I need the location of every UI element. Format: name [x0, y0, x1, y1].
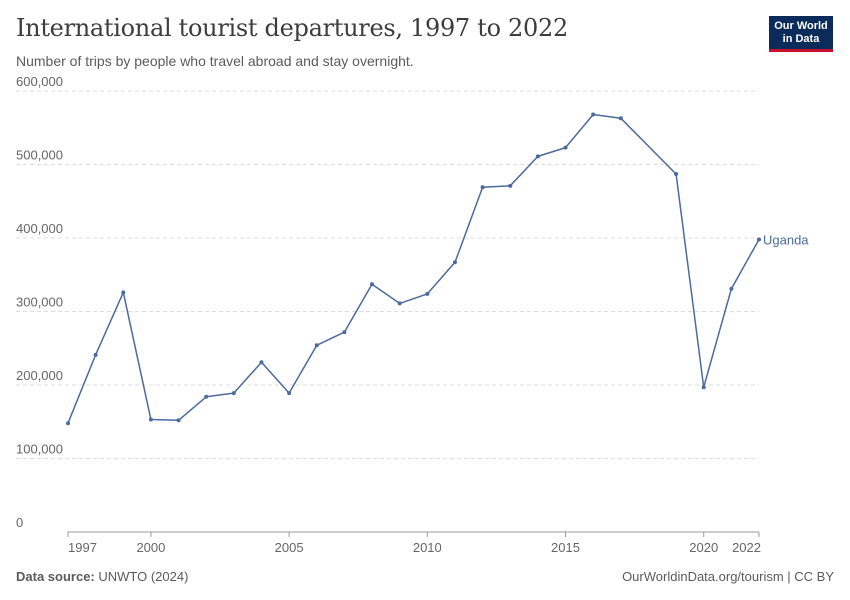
data-point[interactable]: [701, 385, 706, 390]
series-line-uganda[interactable]: [67, 113, 760, 424]
chart-subtitle: Number of trips by people who travel abr…: [16, 53, 414, 69]
logo-line-2: in Data: [782, 32, 820, 45]
grid-lines: [16, 90, 759, 459]
x-axis-labels: 1997 2000 2005 2010 2015 2020 2022: [67, 532, 761, 555]
logo-line-1: Our World: [774, 19, 828, 32]
data-point[interactable]: [535, 154, 540, 159]
data-source-value[interactable]: UNWTO (2024): [98, 569, 189, 584]
data-point[interactable]: [563, 145, 568, 150]
y-tick-label: 400,000: [16, 221, 63, 236]
x-tick-label: 2000: [136, 540, 165, 555]
series-layer: Uganda: [66, 112, 809, 426]
y-axis-labels: 0 100,000 200,000 300,000 400,000 500,000 600,…: [16, 74, 63, 530]
x-tick-label: 2015: [551, 540, 580, 555]
data-point[interactable]: [287, 391, 292, 396]
data-source: Data source: UNWTO (2024): [16, 569, 188, 584]
data-point[interactable]: [231, 391, 236, 396]
data-point[interactable]: [342, 330, 347, 335]
data-point[interactable]: [176, 418, 181, 423]
credit-link[interactable]: OurWorldinData.org/tourism | CC BY: [622, 569, 834, 584]
data-point[interactable]: [93, 352, 98, 357]
x-tick-label: 2020: [689, 540, 718, 555]
data-source-label: Data source:: [16, 569, 95, 584]
y-tick-label: 0: [16, 515, 23, 530]
data-point[interactable]: [674, 172, 679, 177]
x-tick-label: 1997: [68, 540, 97, 555]
data-point[interactable]: [618, 116, 623, 121]
line-chart: 0 100,000 200,000 300,000 400,000 500,000 600,…: [16, 74, 809, 555]
chart-title: International tourist departures, 1997 t…: [16, 14, 568, 42]
data-point[interactable]: [204, 394, 209, 399]
data-point[interactable]: [591, 112, 596, 117]
data-point[interactable]: [66, 421, 70, 426]
data-point[interactable]: [508, 183, 513, 188]
data-point[interactable]: [314, 343, 319, 348]
data-point[interactable]: [425, 291, 430, 296]
x-tick-label: 2022: [732, 540, 761, 555]
data-point[interactable]: [757, 237, 761, 242]
y-tick-label: 500,000: [16, 148, 63, 163]
data-point[interactable]: [259, 360, 264, 365]
x-tick-label: 2005: [275, 540, 304, 555]
data-point[interactable]: [121, 290, 126, 295]
data-point[interactable]: [452, 260, 457, 265]
data-point[interactable]: [370, 282, 375, 287]
y-tick-label: 200,000: [16, 368, 63, 383]
y-tick-label: 300,000: [16, 295, 63, 310]
data-point[interactable]: [729, 286, 734, 291]
data-point[interactable]: [148, 417, 153, 422]
data-point[interactable]: [397, 301, 402, 306]
series-label-uganda[interactable]: Uganda: [763, 232, 809, 247]
y-tick-label: 600,000: [16, 74, 63, 89]
owid-logo[interactable]: Our World in Data: [769, 16, 833, 52]
y-tick-label: 100,000: [16, 442, 63, 457]
x-tick-label: 2010: [413, 540, 442, 555]
data-point[interactable]: [480, 185, 485, 190]
